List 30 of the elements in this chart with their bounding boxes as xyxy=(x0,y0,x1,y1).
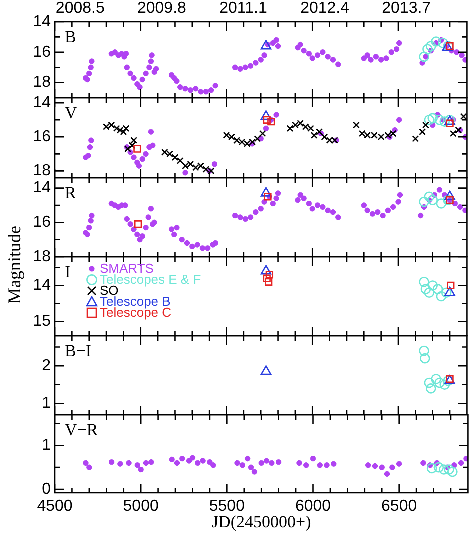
x-tick-label: 5000 xyxy=(123,498,159,516)
y-tick-label: 18 xyxy=(33,74,52,92)
x2-tick-label: 2009.8 xyxy=(137,0,187,17)
y-tick-label: 18 xyxy=(33,162,52,180)
y-tick-label: 15 xyxy=(33,313,52,330)
annotation: B−I xyxy=(65,341,92,360)
x2-tick-label: 2012.4 xyxy=(300,0,350,17)
x-tick-label: 4500 xyxy=(37,498,73,516)
annotation: V−R xyxy=(65,420,99,440)
x2-tick-label: 2008.5 xyxy=(56,0,105,17)
annotation: B xyxy=(65,27,76,46)
y-axis-title: Magnitude xyxy=(4,226,26,304)
y-tick-label: 14 xyxy=(33,13,52,30)
y-tick-label: 18 xyxy=(33,248,52,266)
annotation: R xyxy=(65,183,77,202)
y-tick-label: 16 xyxy=(33,214,52,232)
y-tick-label: 14 xyxy=(33,277,52,294)
x2-tick-label: 2011.1 xyxy=(220,0,268,17)
x-tick-label: 6500 xyxy=(382,498,418,516)
annotation: I xyxy=(65,262,71,282)
y-tick-label: 16 xyxy=(33,128,52,146)
y-tick-label: 0 xyxy=(42,480,52,498)
y-tick-label: 14 xyxy=(33,94,52,112)
annotation: V xyxy=(65,103,78,122)
y-tick-label: 14 xyxy=(33,180,52,197)
x2-tick-label: 2013.7 xyxy=(382,0,432,17)
y-tick-label: 1 xyxy=(42,437,52,454)
y-tick-label: 1 xyxy=(42,395,52,412)
y-tick-label: 16 xyxy=(33,44,52,61)
y-tick-label: 2 xyxy=(42,358,52,374)
